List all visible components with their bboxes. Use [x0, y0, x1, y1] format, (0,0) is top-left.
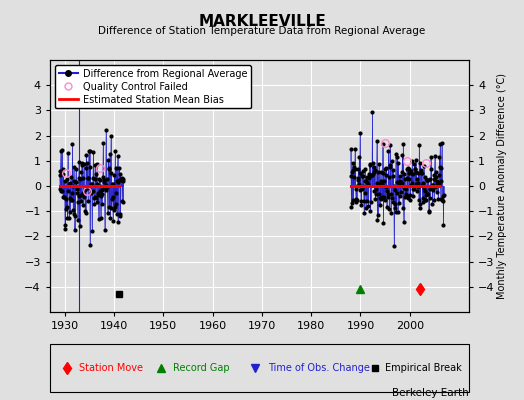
Text: MARKLEEVILLE: MARKLEEVILLE [198, 14, 326, 29]
Text: Empirical Break: Empirical Break [385, 363, 462, 373]
Text: Record Gap: Record Gap [173, 363, 230, 373]
Text: Time of Obs. Change: Time of Obs. Change [268, 363, 369, 373]
Y-axis label: Monthly Temperature Anomaly Difference (°C): Monthly Temperature Anomaly Difference (… [497, 73, 507, 299]
Text: Berkeley Earth: Berkeley Earth [392, 388, 469, 398]
Text: Difference of Station Temperature Data from Regional Average: Difference of Station Temperature Data f… [99, 26, 425, 36]
Legend: Difference from Regional Average, Quality Control Failed, Estimated Station Mean: Difference from Regional Average, Qualit… [54, 65, 251, 108]
Text: Station Move: Station Move [79, 363, 143, 373]
